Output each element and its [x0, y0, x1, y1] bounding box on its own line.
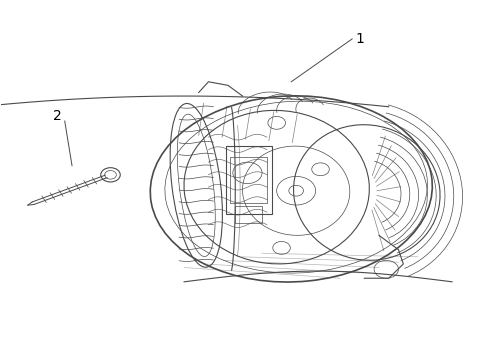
Text: 2: 2 [53, 109, 62, 123]
Text: 1: 1 [355, 32, 364, 46]
